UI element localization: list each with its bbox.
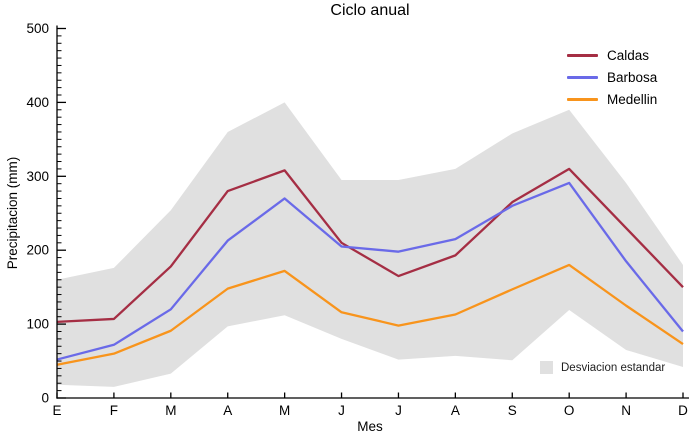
y-tick-label: 0 [41,391,49,406]
x-tick-label: S [508,403,517,418]
y-tick-label: 100 [26,317,49,332]
x-tick-label: N [621,403,631,418]
legend-label: Barbosa [607,70,658,85]
series-line-caldas [56,167,684,324]
legend-item-medellin: Medellin [567,91,657,108]
x-tick-label: J [338,403,345,418]
legend-line-swatch [567,76,598,79]
std-legend-label: Desviacion estandar [561,361,666,374]
std-legend: Desviacion estandar [540,361,665,374]
series-legend: Caldas Barbosa Medellin [567,47,657,108]
x-tick-label: D [678,403,688,418]
legend-item-caldas: Caldas [567,47,657,64]
x-tick-label: M [279,403,290,418]
x-tick-label: E [52,403,61,418]
std-band-swatch [540,361,553,374]
legend-line-swatch [567,54,598,57]
x-tick-label: O [564,403,575,418]
legend-label: Medellin [607,92,658,107]
series-line-barbosa [56,181,684,361]
x-axis-label: Mes [357,419,383,434]
legend-line-swatch [567,98,598,101]
series-line-medellin [56,263,684,366]
chart-title: Ciclo anual [330,2,410,19]
y-tick-label: 200 [26,243,49,258]
x-tick-label: F [110,403,118,418]
y-tick-label: 300 [26,169,49,184]
x-tick-label: M [165,403,176,418]
y-tick-label: 500 [26,21,49,36]
std-band [57,102,683,387]
x-tick-label: J [395,403,402,418]
legend-label: Caldas [607,48,650,63]
legend-item-barbosa: Barbosa [567,69,657,86]
y-tick-label: 400 [26,95,49,110]
x-tick-label: A [451,403,460,418]
x-tick-label: A [223,403,232,418]
